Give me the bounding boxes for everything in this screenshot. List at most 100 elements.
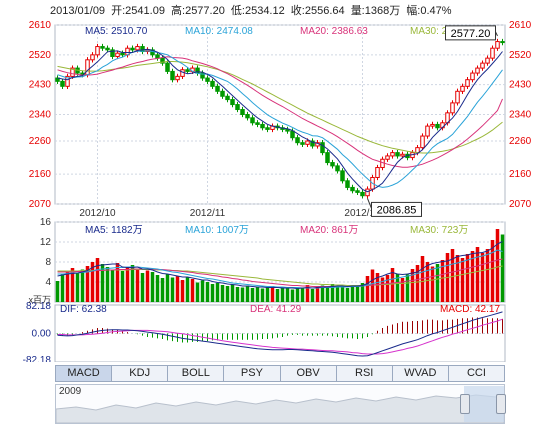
navigator-left-handle[interactable] bbox=[460, 394, 470, 414]
volume-bar bbox=[425, 262, 430, 302]
candle-body bbox=[240, 109, 245, 116]
candle-body bbox=[300, 142, 305, 145]
candle-body bbox=[365, 188, 370, 197]
volume-bar bbox=[480, 253, 485, 302]
volume-bar bbox=[370, 269, 375, 302]
volume-bar bbox=[475, 247, 480, 302]
candle-body bbox=[185, 69, 190, 72]
candle-body bbox=[225, 95, 230, 101]
candle-body bbox=[260, 123, 265, 129]
candle-body bbox=[230, 99, 235, 106]
volume-bar bbox=[90, 262, 95, 302]
volume-bar bbox=[350, 286, 355, 302]
volume-bar bbox=[185, 277, 190, 302]
navigator-year-label: 2009 bbox=[59, 386, 82, 397]
volume-bar bbox=[250, 288, 255, 302]
tab-rsi[interactable]: RSI bbox=[337, 366, 393, 381]
candle-body bbox=[90, 54, 95, 61]
tab-boll[interactable]: BOLL bbox=[168, 366, 225, 381]
candle-body bbox=[455, 90, 460, 104]
macd-legend-dea: DEA: 41.29 bbox=[250, 304, 302, 315]
volume-bar bbox=[215, 283, 220, 302]
volume-bar bbox=[100, 264, 105, 302]
price-ytick-right: 2610 bbox=[509, 20, 532, 31]
price-legend-2: MA10: 2474.08 bbox=[185, 26, 253, 37]
candle-body bbox=[305, 140, 310, 145]
volume-bar bbox=[75, 272, 80, 302]
volume-bar bbox=[405, 274, 410, 302]
header-open: 开:2541.09 bbox=[111, 5, 165, 17]
volume-bar bbox=[295, 288, 300, 302]
volume-bar bbox=[80, 269, 85, 302]
volume-bar bbox=[325, 287, 330, 302]
tab-macd[interactable]: MACD bbox=[56, 366, 113, 381]
price-ytick-left: 2260 bbox=[29, 136, 52, 147]
tab-psy[interactable]: PSY bbox=[224, 366, 281, 381]
tab-wvad[interactable]: WVAD bbox=[393, 366, 449, 381]
volume-bar bbox=[345, 288, 350, 302]
volume-bar bbox=[200, 280, 205, 302]
volume-bar bbox=[365, 276, 370, 302]
tab-kdj[interactable]: KDJ bbox=[112, 366, 169, 381]
navigator-right-handle[interactable] bbox=[496, 394, 506, 414]
price-ytick-right: 2520 bbox=[509, 50, 532, 61]
tab-obv[interactable]: OBV bbox=[281, 366, 337, 381]
volume-bar bbox=[300, 287, 305, 302]
candle-body bbox=[180, 69, 185, 77]
candle-body bbox=[490, 47, 495, 59]
candle-body bbox=[425, 125, 430, 137]
candle-body bbox=[330, 162, 335, 167]
candle-body bbox=[155, 54, 160, 59]
candle-body bbox=[105, 47, 110, 51]
volume-bar bbox=[440, 260, 445, 302]
volume-bar bbox=[400, 278, 405, 302]
volume-bar bbox=[265, 287, 270, 302]
volume-bar bbox=[130, 265, 135, 302]
candle-body bbox=[245, 114, 250, 119]
vma5-line bbox=[57, 241, 503, 290]
candle-body bbox=[285, 128, 290, 132]
volume-bar bbox=[290, 289, 295, 302]
price-ytick-right: 2260 bbox=[509, 136, 532, 147]
range-navigator[interactable] bbox=[55, 384, 506, 424]
volume-bar bbox=[450, 249, 455, 302]
price-ytick-left: 2340 bbox=[29, 110, 52, 121]
volume-bar bbox=[260, 288, 265, 302]
volume-bar bbox=[270, 286, 275, 302]
price-ytick-right: 2160 bbox=[509, 169, 532, 180]
tab-cci[interactable]: CCI bbox=[466, 367, 486, 379]
chart-canvas: 2070 2070 2160 2160 2260 2260 2340 2340 2430 2430… bbox=[23, 20, 532, 362]
annotation-box bbox=[371, 201, 422, 217]
volume-bar bbox=[235, 287, 240, 302]
annotation-label: 2086.85 bbox=[377, 204, 417, 216]
volume-bar bbox=[255, 286, 260, 302]
candle-body bbox=[175, 75, 180, 81]
navigator-sparkline bbox=[56, 386, 504, 423]
dea-line bbox=[57, 318, 503, 355]
candle-body bbox=[165, 62, 170, 72]
candle-body bbox=[495, 41, 500, 49]
volume-bar bbox=[220, 285, 225, 302]
candle-body bbox=[450, 102, 455, 114]
candle-body bbox=[460, 85, 465, 92]
candle-body bbox=[215, 85, 220, 92]
volume-ytick: 8 bbox=[45, 257, 51, 268]
vma20-line bbox=[57, 258, 503, 287]
volume-bar bbox=[120, 271, 125, 302]
dif-line bbox=[57, 311, 503, 357]
volume-bar bbox=[395, 274, 400, 302]
volume-bar bbox=[455, 255, 460, 302]
volume-bar bbox=[415, 265, 420, 302]
price-xtick-label: 2012/11 bbox=[190, 208, 226, 219]
volume-bar bbox=[60, 274, 65, 302]
volume-bar bbox=[460, 258, 465, 302]
candle-body bbox=[205, 77, 210, 82]
volume-bar bbox=[465, 254, 470, 302]
candle-body bbox=[395, 152, 400, 157]
volume-bar bbox=[310, 289, 315, 302]
price-xtick-label: 2012/10 bbox=[79, 208, 116, 219]
price-legend-1: MA5: 2510.70 bbox=[85, 26, 148, 37]
candle-body bbox=[470, 72, 475, 81]
volume-bar bbox=[330, 284, 335, 302]
candle-body bbox=[355, 190, 360, 193]
